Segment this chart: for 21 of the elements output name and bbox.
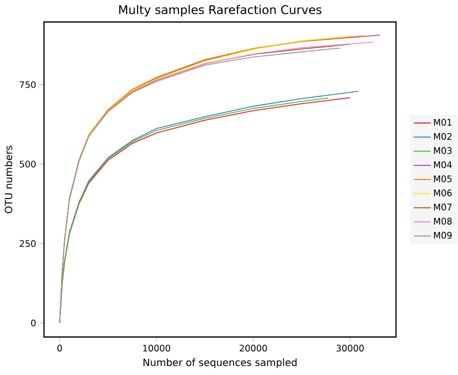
y-tick-label: 500 (20, 160, 36, 168)
legend-label: M08 (434, 218, 452, 225)
legend-label: M03 (434, 147, 452, 154)
x-tick-label: 10000 (143, 344, 170, 352)
y-tick-label: 0 (31, 320, 36, 326)
x-tick-label: 0 (57, 344, 62, 352)
x-tick-label: 30000 (336, 344, 364, 352)
legend-label: M07 (434, 204, 452, 210)
legend-label: M02 (434, 133, 452, 140)
x-axis-title: Number of sequences sampled (144, 358, 297, 368)
y-tick-label: 750 (20, 81, 36, 88)
line-series (78, 36, 351, 161)
legend-label: M06 (434, 190, 452, 196)
y-tick-label: 250 (20, 240, 36, 247)
legend-label: M09 (434, 232, 452, 239)
legend-label: M01 (434, 118, 452, 126)
chart-title: Multy samples Rarefaction Curves (119, 4, 322, 16)
x-tick-label: 20000 (240, 344, 267, 352)
legend-label: M05 (434, 175, 452, 182)
legend-label: M04 (434, 161, 452, 168)
y-axis-title: OTU numbers (4, 146, 12, 214)
